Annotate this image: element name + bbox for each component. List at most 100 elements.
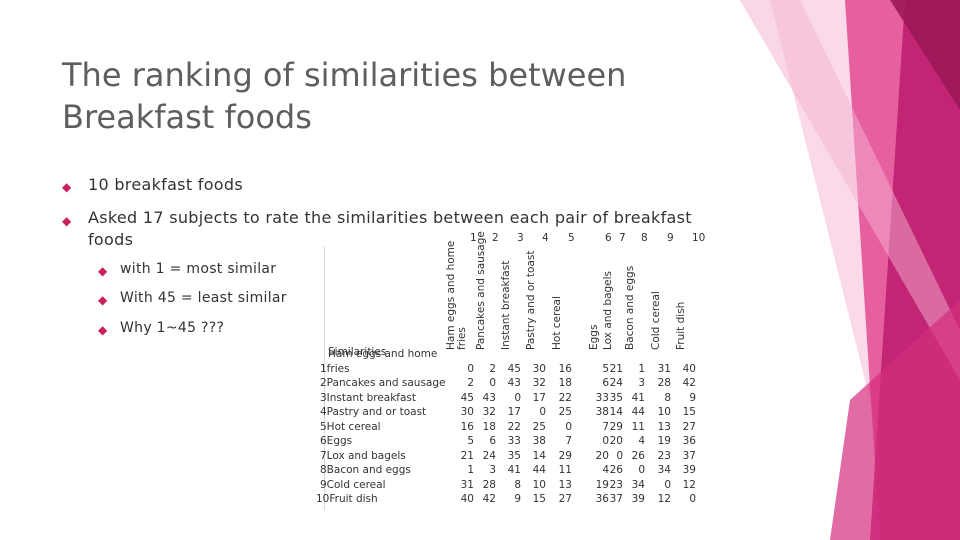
table-cell: 6	[602, 377, 609, 389]
table-cell: 7	[602, 420, 609, 433]
column-label: Fruit dish	[675, 301, 687, 350]
table-cell: 4	[638, 435, 645, 447]
row-label: 2Pancakes and sausage	[320, 377, 446, 389]
table-cell: 2	[489, 362, 496, 375]
table-cell: 21	[460, 449, 474, 462]
table-cell: 19	[595, 478, 609, 491]
table-cell: 18	[558, 377, 572, 389]
table-cell: 43	[507, 377, 521, 389]
diamond-bullet-icon: ◆	[62, 180, 72, 194]
table-cell: 37	[682, 449, 696, 462]
column-number: 7	[619, 232, 626, 244]
column-number: 1	[470, 232, 477, 244]
table-cell: 22	[558, 391, 572, 404]
table-cell: 20	[609, 435, 623, 447]
table-cell: 28	[482, 478, 496, 491]
table-cell: 14	[609, 406, 623, 418]
table-cell: 8	[514, 478, 521, 491]
table-cell: 45	[460, 391, 474, 404]
table-cell: 0	[489, 377, 496, 389]
table-cell: 30	[460, 406, 474, 418]
table-cell: 13	[657, 420, 671, 433]
table-cell: 24	[609, 377, 623, 389]
row-label: 5Hot cereal	[320, 420, 381, 433]
row-label: 10Fruit dish	[316, 493, 378, 505]
table-cell: 40	[682, 362, 696, 375]
table-cell: 42	[482, 493, 496, 505]
row-label: 3Instant breakfast	[320, 391, 417, 404]
table-cell: 8	[664, 391, 671, 404]
table-cell: 32	[482, 406, 496, 418]
table-cell: 44	[631, 406, 645, 418]
table-cell: 15	[532, 493, 546, 505]
column-number: 8	[641, 232, 648, 244]
table-cell: 29	[558, 449, 572, 462]
column-label: Hot cereal	[551, 296, 563, 350]
table-cell: 33	[595, 391, 609, 404]
column-number: 9	[667, 232, 674, 244]
table-cell: 10	[657, 406, 671, 418]
table-cell: 10	[532, 478, 546, 491]
table-cell: 38	[532, 435, 546, 447]
table-cell: 41	[507, 464, 521, 476]
table-cell: 15	[682, 406, 696, 418]
table-cell: 4	[602, 464, 609, 476]
table-cell: 0	[616, 449, 623, 462]
table-cell: 1	[467, 464, 474, 476]
row-label: 4Pastry and or toast	[320, 406, 427, 418]
table-cell: 36	[682, 435, 696, 447]
row-label: 8Bacon and eggs	[320, 464, 411, 476]
table-cell: 17	[507, 406, 521, 418]
table-cell: 26	[631, 449, 645, 462]
table-cell: 9	[689, 391, 696, 404]
table-cell: 41	[631, 391, 645, 404]
column-number: 5	[568, 232, 575, 244]
table-cell: 1	[638, 362, 645, 375]
table-cell: 14	[532, 449, 546, 462]
table-cell: 9	[514, 493, 521, 505]
column-label: Pancakes and sausage	[475, 231, 487, 350]
table-cell: 26	[609, 464, 623, 476]
table-left-border	[324, 246, 325, 510]
table-header-label: Similarities	[328, 346, 387, 358]
table-cell: 31	[460, 478, 474, 491]
column-number: 3	[517, 232, 524, 244]
table-cell: 11	[631, 420, 645, 433]
table-cell: 3	[489, 464, 496, 476]
column-number: 10	[692, 232, 706, 244]
table-cell: 38	[595, 406, 609, 418]
column-number: 2	[492, 232, 499, 244]
column-label: Cold cereal	[650, 291, 662, 350]
table-cell: 36	[595, 493, 609, 505]
table-cell: 34	[657, 464, 671, 476]
table-cell: 0	[565, 420, 572, 433]
bullet-2-line-1: Asked 17 subjects to rate the similariti…	[88, 208, 692, 227]
row-label: 1fries	[320, 362, 350, 375]
column-label: Instant breakfast	[500, 260, 512, 350]
column-label: Eggs	[588, 324, 600, 350]
table-cell: 0	[602, 435, 609, 447]
table-cell: 11	[558, 464, 572, 476]
table-cell: 0	[638, 464, 645, 476]
table-cell: 19	[657, 435, 671, 447]
table-cell: 39	[631, 493, 645, 505]
table-cell: 12	[682, 478, 696, 491]
table-cell: 18	[482, 420, 496, 433]
similarity-table: Similarities 1 2 3 4 5 6 7 8 9 10 Ham eggs and hom…	[300, 231, 716, 518]
row-label: 6Eggs	[320, 435, 353, 447]
column-label: Bacon and eggs	[624, 265, 636, 350]
row-label: 9Cold cereal	[320, 478, 386, 491]
diamond-bullet-icon: ◆	[98, 323, 108, 337]
table-cell: 45	[507, 362, 521, 375]
table-cell: 33	[507, 435, 521, 447]
table-cell: 21	[609, 362, 623, 375]
table-cell: 16	[460, 420, 474, 433]
table-cell: 24	[482, 449, 496, 462]
table-cell: 0	[514, 391, 521, 404]
bullet-2-line-2: foods	[88, 230, 134, 249]
table-cell: 44	[532, 464, 546, 476]
table-cell: 16	[558, 362, 572, 375]
table-cell: 43	[482, 391, 496, 404]
table-cell: 39	[682, 464, 696, 476]
